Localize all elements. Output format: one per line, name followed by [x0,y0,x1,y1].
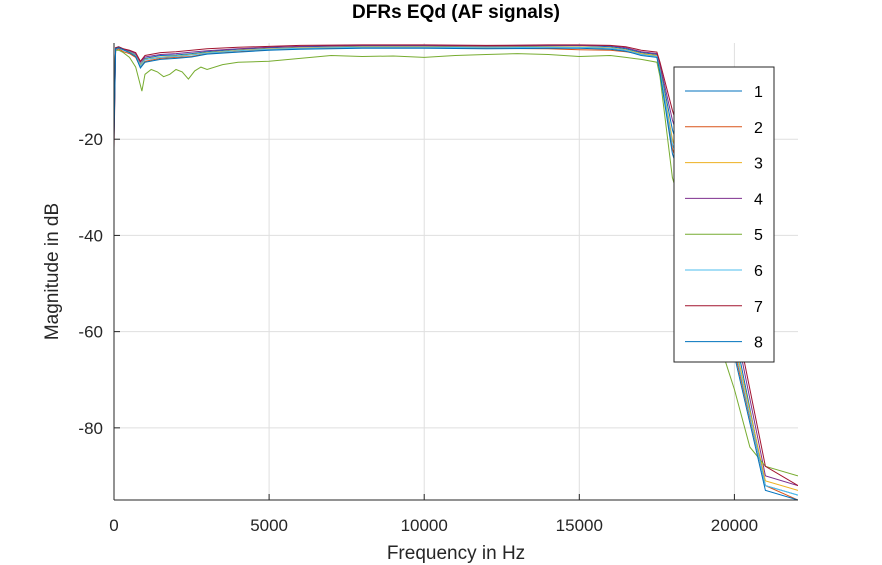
legend-label-2: 2 [754,120,763,137]
series-line-8 [114,47,798,500]
chart-title: DFRs EQd (AF signals) [352,2,560,23]
legend-label-8: 8 [754,335,763,352]
legend-label-7: 7 [754,299,763,316]
plot-area [114,44,798,500]
legend-label-6: 6 [754,263,763,280]
legend-label-5: 5 [754,227,763,244]
x-tick-label: 20000 [711,516,758,535]
legend: 1 2 3 4 5 6 7 8 [673,66,775,363]
legend-box [673,66,775,363]
y-tick-label: -80 [78,419,103,438]
axes [113,43,798,501]
y-tick-label: -60 [78,323,103,342]
legend-label-4: 4 [754,191,763,208]
x-tick-label: 5000 [250,516,288,535]
tick-labels: 0 5000 10000 15000 20000 -80 -60 -40 -20 [78,130,758,535]
legend-label-3: 3 [754,156,763,173]
y-axis-label: Magnitude in dB [42,203,63,340]
x-tick-label: 10000 [401,516,448,535]
y-tick-label: -20 [78,130,103,149]
series-line-5 [114,49,798,477]
x-tick-label: 0 [109,516,118,535]
x-axis-label: Frequency in Hz [387,543,525,564]
legend-label-1: 1 [754,84,763,101]
y-tick-label: -40 [78,226,103,245]
series-line-7 [114,44,798,487]
series-line-4 [114,44,798,487]
x-tick-label: 15000 [556,516,603,535]
series-layer [114,44,798,500]
